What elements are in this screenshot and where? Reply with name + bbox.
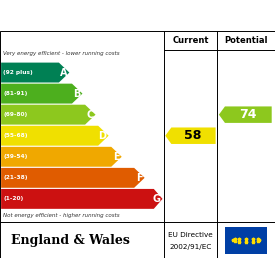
Text: (1-20): (1-20)	[3, 196, 24, 201]
Text: 74: 74	[239, 108, 256, 121]
Text: England & Wales: England & Wales	[11, 234, 130, 247]
Polygon shape	[1, 168, 145, 188]
Text: E: E	[113, 152, 120, 162]
Text: B: B	[73, 88, 80, 99]
Polygon shape	[1, 105, 95, 125]
Text: A: A	[60, 68, 67, 78]
Bar	[225, 227, 267, 254]
Text: (81-91): (81-91)	[3, 91, 28, 96]
Text: Very energy efficient - lower running costs: Very energy efficient - lower running co…	[3, 51, 119, 55]
Text: EU Directive: EU Directive	[168, 232, 213, 238]
Text: (92 plus): (92 plus)	[3, 70, 33, 75]
Text: Current: Current	[172, 36, 209, 45]
Polygon shape	[1, 126, 109, 146]
Text: 58: 58	[184, 129, 201, 142]
Text: G: G	[152, 194, 160, 204]
Polygon shape	[219, 107, 272, 123]
Text: C: C	[86, 110, 93, 120]
Text: (55-68): (55-68)	[3, 133, 28, 138]
Polygon shape	[1, 147, 122, 167]
Text: (69-80): (69-80)	[3, 112, 28, 117]
Polygon shape	[165, 127, 216, 144]
Text: D: D	[98, 131, 106, 141]
Text: Potential: Potential	[224, 36, 268, 45]
Text: (39-54): (39-54)	[3, 154, 28, 159]
Text: F: F	[136, 173, 142, 183]
Text: Not energy efficient - higher running costs: Not energy efficient - higher running co…	[3, 213, 119, 217]
Polygon shape	[1, 63, 69, 83]
Text: Energy Efficiency Rating: Energy Efficiency Rating	[8, 9, 192, 22]
Polygon shape	[1, 189, 163, 209]
Text: 2002/91/EC: 2002/91/EC	[169, 244, 212, 250]
Text: (21-38): (21-38)	[3, 175, 28, 180]
Polygon shape	[1, 84, 82, 103]
